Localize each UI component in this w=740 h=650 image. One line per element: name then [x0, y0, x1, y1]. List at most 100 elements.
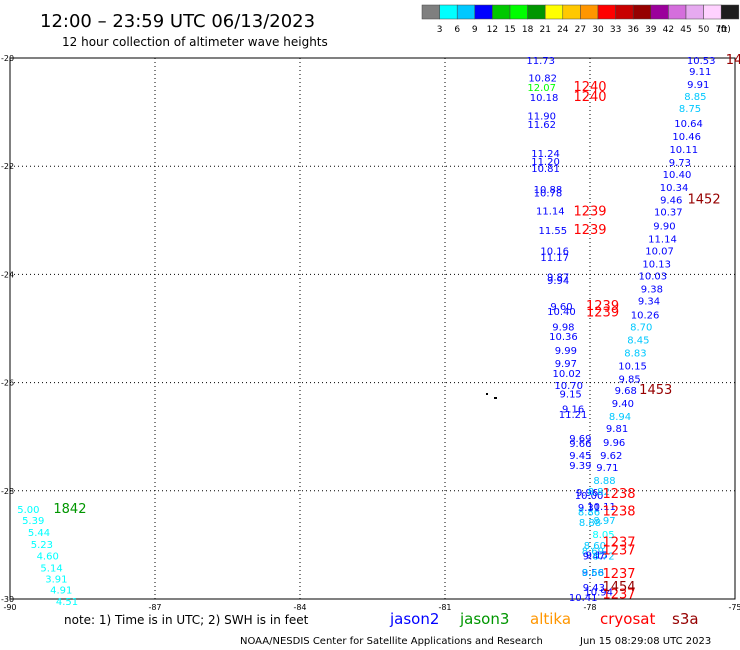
data-point-label: 9.40: [612, 399, 634, 410]
y-tick-label: -30: [1, 595, 14, 604]
data-point-label: 10.00: [575, 491, 604, 502]
data-point-label: 8.85: [684, 92, 706, 103]
data-point-label: 8.94: [609, 412, 631, 423]
legend-s3a: s3a: [672, 610, 699, 628]
colorbar-unit: (ft): [717, 25, 731, 35]
data-point-label: 1239: [573, 205, 606, 220]
data-point-label: 8.82: [588, 487, 610, 498]
data-point-label: 5.44: [28, 528, 50, 539]
legend-jason3: jason3: [459, 610, 509, 628]
data-point-label: 9.38: [641, 284, 663, 295]
data-point-label: 8.75: [679, 104, 701, 115]
x-tick-label: -75: [728, 603, 740, 612]
colorbar-swatch: [703, 4, 722, 20]
data-point-label: 1238: [602, 504, 635, 519]
data-point-label: 8.69: [582, 546, 604, 557]
data-point-label: 11.90: [527, 111, 556, 122]
data-point-label: 9.43: [583, 583, 605, 594]
colorbar-swatch: [650, 4, 669, 20]
data-point-label: 5.14: [40, 564, 62, 575]
data-point-label: 9.69: [569, 434, 591, 445]
colorbar-swatch: [421, 4, 440, 20]
data-point-label: 5.00: [17, 505, 39, 516]
data-point-label: 9.98: [552, 322, 574, 333]
y-tick-label: -24: [1, 270, 14, 279]
legend-cryosat: cryosat: [600, 610, 655, 628]
data-point-label: 10.40: [663, 170, 692, 181]
colorbar-label: 45: [680, 25, 691, 35]
data-point-label: 1453: [639, 383, 672, 398]
data-point-label: 9.71: [596, 463, 618, 474]
data-point-label: 10.16: [540, 247, 569, 258]
data-point-label: 9.62: [600, 451, 622, 462]
data-point-label: 10.02: [552, 369, 581, 380]
data-point-label: 8.70: [630, 322, 652, 333]
data-point-label: 10.64: [674, 119, 703, 130]
data-point-label: 8.45: [627, 335, 649, 346]
data-point-label: 11.73: [526, 56, 555, 67]
data-point-label: 1842: [53, 502, 86, 517]
colorbar-label: 33: [610, 25, 621, 35]
data-point-label: 10.70: [554, 381, 583, 392]
colorbar-swatch: [509, 4, 528, 20]
data-point-label: 1237: [602, 536, 635, 551]
data-point-label: 10.11: [587, 502, 616, 513]
y-tick-label: -20: [1, 54, 14, 63]
data-point-label: 10.15: [618, 361, 647, 372]
data-point-label: 9.47: [583, 552, 605, 563]
land-mark: [494, 397, 497, 399]
footer-credit: NOAA/NESDIS Center for Satellite Applica…: [240, 636, 543, 647]
colorbar-label: 21: [539, 25, 550, 35]
colorbar-label: 39: [645, 25, 657, 35]
data-point-label: 11.14: [648, 235, 677, 246]
data-point-label: 1239: [573, 223, 606, 238]
colorbar-label: 18: [522, 25, 534, 35]
data-point-label: 5.23: [31, 540, 53, 551]
data-point-label: 8.05: [592, 530, 614, 541]
data-point-label: 9.39: [569, 461, 591, 472]
data-point-label: 4.91: [50, 585, 72, 596]
data-point-label: 8.72: [592, 552, 614, 563]
colorbar-swatch: [597, 4, 616, 20]
colorbar-label: 9: [472, 25, 478, 35]
y-tick-label: -26: [1, 379, 14, 388]
data-point-label: 1237: [602, 543, 635, 558]
data-point-label: 8.68: [582, 568, 604, 579]
colorbar-swatch: [632, 4, 652, 20]
colorbar-swatch: [544, 4, 564, 20]
data-point-label: 11.55: [538, 226, 567, 237]
data-point-label: 9.81: [606, 424, 628, 435]
data-point-label: 10.46: [672, 132, 701, 143]
data-point-label: 9.87: [547, 273, 569, 284]
data-point-label: 10.40: [547, 307, 576, 318]
data-point-label: 9.15: [586, 551, 608, 562]
data-point-label: 1452: [688, 193, 721, 208]
data-point-label: 10.13: [642, 260, 671, 271]
colorbar-label: 15: [504, 25, 515, 35]
footer-note: note: 1) Time is in UTC; 2) SWH is in fe…: [64, 613, 309, 627]
chart-subtitle: 12 hour collection of altimeter wave hei…: [62, 35, 328, 49]
colorbar-swatch: [492, 4, 511, 20]
data-point-label: 11.17: [540, 253, 569, 264]
data-point-label: 11.20: [531, 157, 560, 168]
data-point-label: 1239: [586, 299, 619, 314]
colorbar-label: 27: [575, 25, 586, 35]
colorbar-swatch: [562, 4, 581, 20]
colorbar-label: 50: [698, 25, 710, 35]
data-point-label: 5.39: [22, 516, 44, 527]
data-point-label: 10.81: [531, 164, 560, 175]
chart-title: 12:00 – 23:59 UTC 06/13/2023: [40, 11, 315, 32]
data-point-label: 8.88: [579, 518, 601, 529]
data-point-label: 10.53: [687, 56, 716, 67]
colorbar-swatch: [720, 4, 740, 20]
data-point-label: 9.99: [555, 346, 577, 357]
colorbar-label: 42: [663, 25, 674, 35]
data-point-label: 10.94: [584, 587, 613, 598]
data-point-label: 10.18: [530, 93, 559, 104]
colorbar-label: 36: [627, 25, 639, 35]
data-point-label: 1237: [602, 588, 635, 603]
data-point-label: 1239: [586, 305, 619, 320]
data-point-label: 8.86: [578, 507, 600, 518]
colorbar-label: 6: [454, 25, 460, 35]
